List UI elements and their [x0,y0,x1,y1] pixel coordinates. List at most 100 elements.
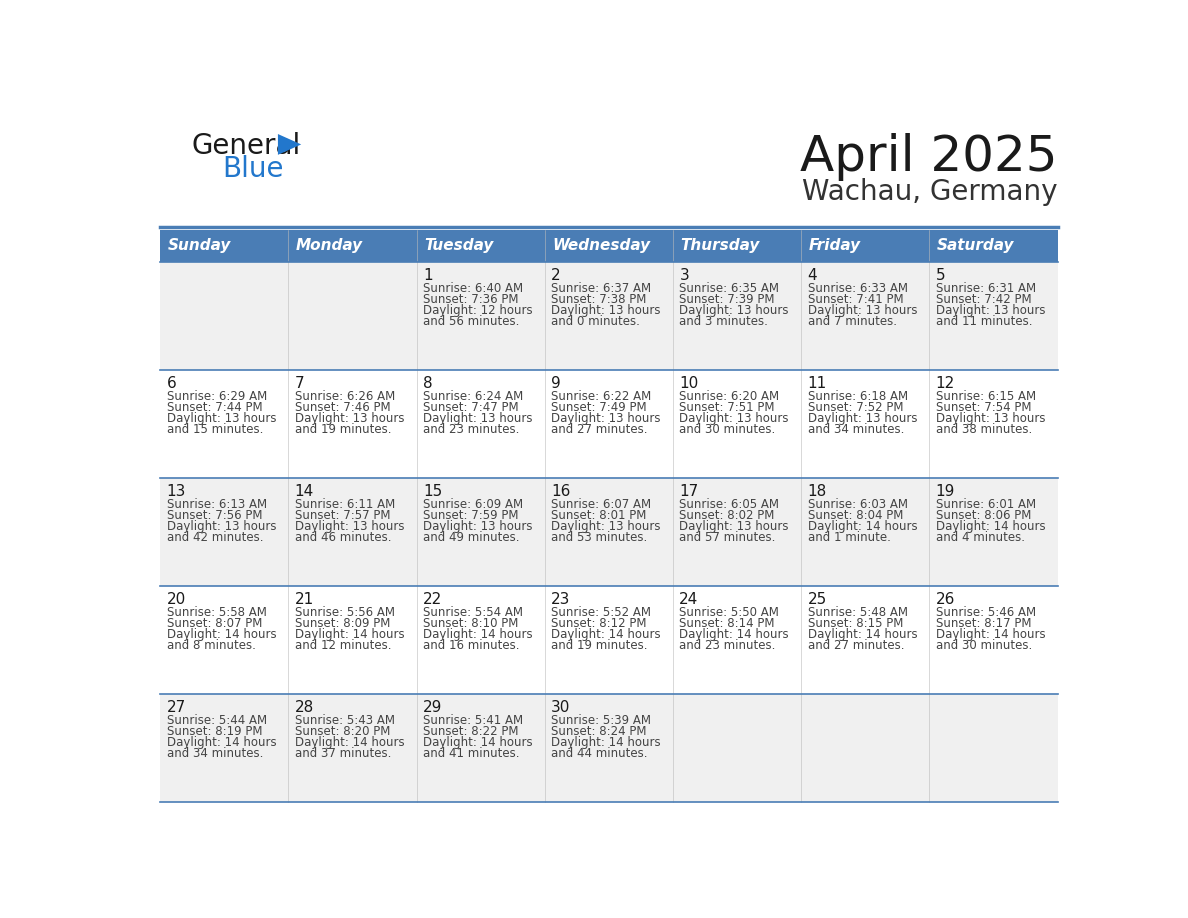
Text: Sunset: 7:46 PM: Sunset: 7:46 PM [295,401,391,414]
Text: Daylight: 13 hours: Daylight: 13 hours [423,521,532,533]
Bar [160,262,1057,370]
Text: Sunset: 8:10 PM: Sunset: 8:10 PM [423,617,518,630]
Text: and 3 minutes.: and 3 minutes. [680,316,769,329]
Text: Daylight: 14 hours: Daylight: 14 hours [808,628,917,641]
Text: 25: 25 [808,592,827,607]
Text: Sunrise: 6:05 AM: Sunrise: 6:05 AM [680,498,779,510]
Text: Sunrise: 6:33 AM: Sunrise: 6:33 AM [808,282,908,295]
Text: Sunrise: 6:13 AM: Sunrise: 6:13 AM [166,498,266,510]
Text: Saturday: Saturday [937,238,1015,253]
Text: 9: 9 [551,376,561,391]
Text: and 34 minutes.: and 34 minutes. [808,423,904,436]
Text: Daylight: 14 hours: Daylight: 14 hours [936,628,1045,641]
Text: Sunset: 7:51 PM: Sunset: 7:51 PM [680,401,775,414]
Text: and 44 minutes.: and 44 minutes. [551,747,647,760]
Bar [289,230,417,262]
Text: and 53 minutes.: and 53 minutes. [551,532,647,544]
Text: 10: 10 [680,376,699,391]
Text: Sunrise: 6:09 AM: Sunrise: 6:09 AM [423,498,523,510]
Text: Daylight: 13 hours: Daylight: 13 hours [166,412,276,425]
Bar [545,230,672,262]
Text: Sunrise: 5:43 AM: Sunrise: 5:43 AM [295,713,394,727]
Text: Sunset: 7:47 PM: Sunset: 7:47 PM [423,401,519,414]
Text: Sunset: 7:44 PM: Sunset: 7:44 PM [166,401,263,414]
Text: Sunrise: 5:46 AM: Sunrise: 5:46 AM [936,606,1036,619]
Text: Daylight: 14 hours: Daylight: 14 hours [166,736,276,749]
Text: Daylight: 13 hours: Daylight: 13 hours [680,521,789,533]
Text: and 30 minutes.: and 30 minutes. [680,423,776,436]
Text: Sunset: 8:14 PM: Sunset: 8:14 PM [680,617,775,630]
Text: Daylight: 13 hours: Daylight: 13 hours [551,412,661,425]
Text: Sunrise: 6:37 AM: Sunrise: 6:37 AM [551,282,651,295]
Text: Sunset: 7:57 PM: Sunset: 7:57 PM [295,509,390,522]
Bar [160,586,1057,694]
Text: Sunrise: 5:58 AM: Sunrise: 5:58 AM [166,606,266,619]
Text: Sunrise: 6:22 AM: Sunrise: 6:22 AM [551,390,651,403]
Text: Daylight: 13 hours: Daylight: 13 hours [551,304,661,318]
Text: Sunrise: 5:44 AM: Sunrise: 5:44 AM [166,713,266,727]
Text: Sunrise: 6:07 AM: Sunrise: 6:07 AM [551,498,651,510]
Text: Sunset: 8:15 PM: Sunset: 8:15 PM [808,617,903,630]
Text: Daylight: 13 hours: Daylight: 13 hours [166,521,276,533]
Text: Daylight: 14 hours: Daylight: 14 hours [551,736,661,749]
Text: Sunset: 8:24 PM: Sunset: 8:24 PM [551,725,646,738]
Text: Sunrise: 6:11 AM: Sunrise: 6:11 AM [295,498,394,510]
Text: Sunset: 7:54 PM: Sunset: 7:54 PM [936,401,1031,414]
Text: and 23 minutes.: and 23 minutes. [423,423,519,436]
Text: 8: 8 [423,376,432,391]
Text: 12: 12 [936,376,955,391]
Text: 22: 22 [423,592,442,607]
Text: 1: 1 [423,268,432,283]
Text: 26: 26 [936,592,955,607]
Text: Sunset: 7:36 PM: Sunset: 7:36 PM [423,293,518,306]
Text: Sunrise: 5:41 AM: Sunrise: 5:41 AM [423,713,523,727]
Text: 7: 7 [295,376,304,391]
Text: 21: 21 [295,592,314,607]
Text: and 0 minutes.: and 0 minutes. [551,316,640,329]
Bar [672,230,801,262]
Text: Sunrise: 6:03 AM: Sunrise: 6:03 AM [808,498,908,510]
Text: 30: 30 [551,700,570,715]
Text: Sunrise: 6:31 AM: Sunrise: 6:31 AM [936,282,1036,295]
Text: Daylight: 13 hours: Daylight: 13 hours [680,412,789,425]
Text: and 15 minutes.: and 15 minutes. [166,423,263,436]
Text: Sunrise: 5:39 AM: Sunrise: 5:39 AM [551,713,651,727]
Text: 4: 4 [808,268,817,283]
Bar [801,230,929,262]
Bar [160,477,1057,586]
Text: Daylight: 13 hours: Daylight: 13 hours [936,412,1045,425]
Text: and 41 minutes.: and 41 minutes. [423,747,519,760]
Text: Daylight: 13 hours: Daylight: 13 hours [423,412,532,425]
Text: and 12 minutes.: and 12 minutes. [295,639,391,652]
Text: Daylight: 13 hours: Daylight: 13 hours [808,304,917,318]
Text: Sunset: 8:20 PM: Sunset: 8:20 PM [295,725,390,738]
Text: 17: 17 [680,484,699,498]
Text: and 27 minutes.: and 27 minutes. [808,639,904,652]
Text: Daylight: 12 hours: Daylight: 12 hours [423,304,532,318]
Bar [929,230,1057,262]
Text: Sunset: 7:49 PM: Sunset: 7:49 PM [551,401,646,414]
Text: Daylight: 14 hours: Daylight: 14 hours [680,628,789,641]
Text: Sunrise: 5:52 AM: Sunrise: 5:52 AM [551,606,651,619]
Text: and 56 minutes.: and 56 minutes. [423,316,519,329]
Text: Sunset: 8:06 PM: Sunset: 8:06 PM [936,509,1031,522]
Text: and 8 minutes.: and 8 minutes. [166,639,255,652]
Text: Friday: Friday [809,238,861,253]
Text: Sunrise: 6:40 AM: Sunrise: 6:40 AM [423,282,523,295]
Text: and 57 minutes.: and 57 minutes. [680,532,776,544]
Text: 11: 11 [808,376,827,391]
Text: and 1 minute.: and 1 minute. [808,532,891,544]
Text: Sunset: 8:12 PM: Sunset: 8:12 PM [551,617,646,630]
Text: 6: 6 [166,376,176,391]
Text: 20: 20 [166,592,185,607]
Text: Daylight: 14 hours: Daylight: 14 hours [423,736,532,749]
Text: Sunset: 8:17 PM: Sunset: 8:17 PM [936,617,1031,630]
Text: Sunrise: 6:26 AM: Sunrise: 6:26 AM [295,390,394,403]
Text: Daylight: 14 hours: Daylight: 14 hours [551,628,661,641]
Text: 19: 19 [936,484,955,498]
Text: Sunset: 8:07 PM: Sunset: 8:07 PM [166,617,261,630]
Text: Sunrise: 6:20 AM: Sunrise: 6:20 AM [680,390,779,403]
Text: 18: 18 [808,484,827,498]
Text: and 37 minutes.: and 37 minutes. [295,747,391,760]
Text: and 34 minutes.: and 34 minutes. [166,747,263,760]
